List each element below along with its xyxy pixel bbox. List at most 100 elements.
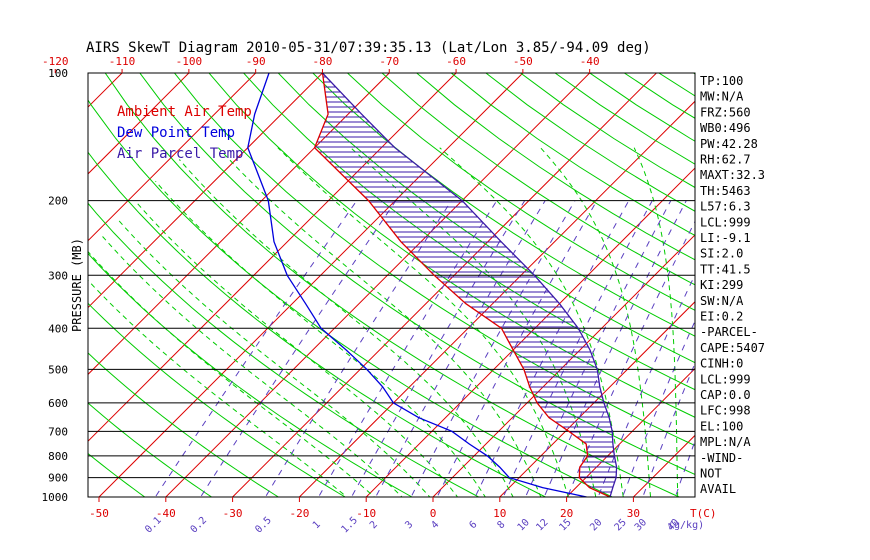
mixing-ratio-line <box>375 200 546 497</box>
isotherm-line <box>88 73 324 309</box>
dry-adiabat-line <box>88 402 213 497</box>
dry-adiabat-line <box>88 452 146 497</box>
plot-frame <box>87 72 696 498</box>
isotherm-line <box>565 367 695 497</box>
isotherm-line <box>88 73 190 175</box>
dewpoint-line <box>247 73 587 497</box>
moist-adiabat-line <box>134 200 459 497</box>
index-item: MPL:N/A <box>700 435 751 449</box>
bottom-temp-tick-label: -10 <box>356 507 376 520</box>
bottom-temp-tick-label: 0 <box>430 507 437 520</box>
index-item: FRZ:560 <box>700 105 751 119</box>
index-item: -WIND- <box>700 451 743 465</box>
dry-adiabat-line <box>104 73 681 497</box>
moist-adiabat-line <box>116 217 431 497</box>
mixing-ratio-line <box>674 439 695 497</box>
dry-adiabat-line <box>277 73 695 364</box>
top-temp-tick-label: -110 <box>109 55 136 68</box>
isotherm-line <box>88 73 457 442</box>
top-temp-tick-label: -90 <box>246 55 266 68</box>
top-temp-tick-label: -60 <box>446 55 466 68</box>
index-item: MW:N/A <box>700 90 744 104</box>
temp-unit-label: T(C) <box>690 507 717 520</box>
top-temp-tick-label: -100 <box>176 55 203 68</box>
mixing-ratio-line <box>597 273 695 497</box>
index-item: RH:62.7 <box>700 153 751 167</box>
index-item: EL:100 <box>700 419 743 433</box>
dry-adiabat-line <box>88 99 614 497</box>
dry-adiabat-line <box>346 73 695 311</box>
isotherm-line <box>432 234 695 497</box>
top-temp-tick-label: -80 <box>313 55 333 68</box>
mixing-ratio-line <box>642 362 695 497</box>
grid-lines <box>88 73 695 497</box>
dry-adiabat-line <box>88 151 547 497</box>
dry-adiabat-line <box>88 202 480 497</box>
pressure-tick-label: 700 <box>48 425 68 438</box>
pressure-tick-label: 600 <box>48 397 68 410</box>
index-item: L57:6.3 <box>700 200 751 214</box>
pressure-tick-label: 300 <box>48 269 68 282</box>
pressure-tick-label: 900 <box>48 472 68 485</box>
index-item: MAXT:32.3 <box>700 168 765 182</box>
bottom-temp-tick-label: -50 <box>89 507 109 520</box>
parcel-temp-line <box>322 73 618 497</box>
mixing-ratio-unit: (g/kg) <box>668 520 704 531</box>
mixing-ratio-line <box>318 200 498 497</box>
isotherm-line <box>499 301 695 497</box>
index-item: TP:100 <box>700 74 743 88</box>
pressure-tick-label: 400 <box>48 322 68 335</box>
index-item: TH:5463 <box>700 184 751 198</box>
isotherm-line <box>165 73 591 497</box>
moist-adiabat-line <box>155 180 486 497</box>
legend-entry: Air Parcel Temp <box>117 146 243 162</box>
mixing-ratio-line <box>350 200 526 497</box>
dry-adiabat-line <box>208 73 695 418</box>
bottom-temp-tick-label: -20 <box>289 507 309 520</box>
mixing-ratio-line <box>621 319 695 497</box>
dry-adiabat-line <box>88 302 347 497</box>
mixing-ratio-line <box>502 200 653 497</box>
index-item: CAPE:5407 <box>700 341 765 355</box>
index-item: CINH:0 <box>700 357 743 371</box>
pressure-tick-label: 200 <box>48 195 68 208</box>
mixing-ratio-line <box>474 200 630 497</box>
index-item: WB0:496 <box>700 121 751 135</box>
index-item: LCL:999 <box>700 372 751 386</box>
index-item: LCL:999 <box>700 215 751 229</box>
mixing-ratio-line <box>199 200 397 497</box>
bottom-temp-tick-label: 10 <box>493 507 506 520</box>
axes: 1002003004005006007008009001000PRESSURE … <box>42 55 717 536</box>
legend: Ambient Air Temp Dew Point Temp Air Parcel… <box>117 104 252 162</box>
moist-adiabat-line <box>88 250 376 497</box>
index-item: NOT <box>700 467 722 481</box>
mixing-ratio-line <box>543 200 687 497</box>
index-item: SI:2.0 <box>700 247 743 261</box>
top-temp-tick-label: -50 <box>513 55 533 68</box>
moist-adiabat-line <box>88 279 348 497</box>
index-item: LI:-9.1 <box>700 231 751 245</box>
dry-adiabat-line <box>242 73 695 391</box>
dry-adiabat-line <box>312 73 695 337</box>
top-temp-tick-label: -120 <box>42 55 69 68</box>
legend-entry: Dew Point Temp <box>117 125 235 141</box>
legend-entry: Ambient Air Temp <box>117 104 252 120</box>
top-temp-tick-label: -40 <box>580 55 600 68</box>
mixing-ratio-line <box>264 200 452 497</box>
pressure-tick-label: 100 <box>48 67 68 80</box>
moist-adiabat-line <box>100 233 403 497</box>
index-item: SW:N/A <box>700 294 744 308</box>
dry-adiabat-line <box>415 73 695 261</box>
y-axis-label: PRESSURE (MB) <box>70 238 84 332</box>
index-item: AVAIL <box>700 482 736 496</box>
index-item: PW:42.28 <box>700 137 758 151</box>
index-item: -PARCEL- <box>700 325 758 339</box>
isotherm-line <box>365 167 695 497</box>
bottom-temp-tick-label: 20 <box>560 507 573 520</box>
index-item: EI:0.2 <box>700 310 743 324</box>
index-item: KI:299 <box>700 278 743 292</box>
bottom-temp-tick-label: -40 <box>156 507 176 520</box>
index-item: TT:41.5 <box>700 262 751 276</box>
